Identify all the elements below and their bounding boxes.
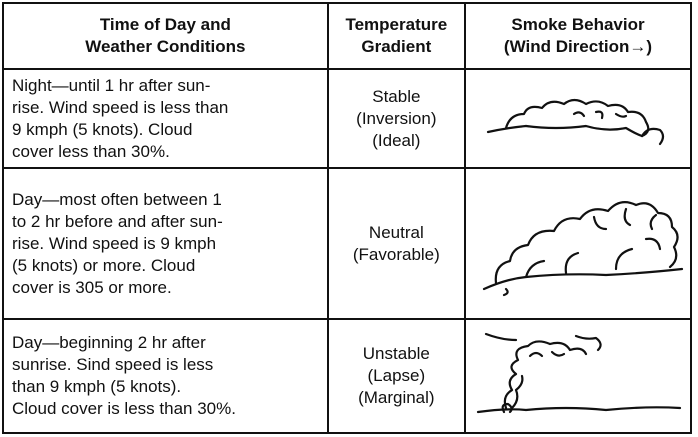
gradient-cell: Unstable(Lapse)(Marginal) — [328, 319, 465, 433]
text-line: rise. Wind speed is less than — [12, 97, 319, 119]
text-line: than 9 kmph (5 knots). — [12, 376, 319, 398]
text-line: (Favorable) — [337, 244, 456, 266]
conditions-cell: Night—until 1 hr after sun-rise. Wind sp… — [3, 69, 328, 168]
text-line: Cloud cover is less than 30%. — [12, 398, 319, 420]
text-line: (Inversion) — [337, 108, 456, 130]
gradient-cell: Stable(Inversion)(Ideal) — [328, 69, 465, 168]
text-line: Gradient — [337, 36, 456, 58]
smoke-unstable-drawing — [466, 320, 690, 426]
text-line: (Lapse) — [337, 365, 456, 387]
text-line: to 2 hr before and after sun- — [12, 211, 319, 233]
page: {"table": { "headers": [ ["Time of Day a… — [0, 0, 698, 437]
smoke-cell — [465, 168, 691, 319]
text-line: Time of Day and — [12, 14, 319, 36]
text-line: (5 knots) or more. Cloud — [12, 255, 319, 277]
smoke-stable-drawing — [466, 70, 690, 161]
text-line: Day—beginning 2 hr after — [12, 332, 319, 354]
text-line: cover is 305 or more. — [12, 277, 319, 299]
text-line: Temperature — [337, 14, 456, 36]
text-line: (Wind Direction→) — [474, 36, 682, 58]
text-line: Weather Conditions — [12, 36, 319, 58]
text-line: (Marginal) — [337, 387, 456, 409]
table-row: Night—until 1 hr after sun-rise. Wind sp… — [3, 69, 691, 168]
text-line: Neutral — [337, 222, 456, 244]
text-line: Day—most often between 1 — [12, 189, 319, 211]
text-line: 9 kmph (5 knots). Cloud — [12, 119, 319, 141]
text-line: Unstable — [337, 343, 456, 365]
text-line: rise. Wind speed is 9 kmph — [12, 233, 319, 255]
text-line: Smoke Behavior — [474, 14, 682, 36]
smoke-cell — [465, 319, 691, 433]
text-line: cover less than 30%. — [12, 141, 319, 163]
smoke-neutral-drawing — [466, 169, 690, 312]
header-cell: Smoke Behavior(Wind Direction→) — [465, 3, 691, 69]
gradient-cell: Neutral(Favorable) — [328, 168, 465, 319]
text-line: sunrise. Sind speed is less — [12, 354, 319, 376]
text-line: Night—until 1 hr after sun- — [12, 75, 319, 97]
text-line: Stable — [337, 86, 456, 108]
text-line: (Ideal) — [337, 130, 456, 152]
smoke-cell — [465, 69, 691, 168]
